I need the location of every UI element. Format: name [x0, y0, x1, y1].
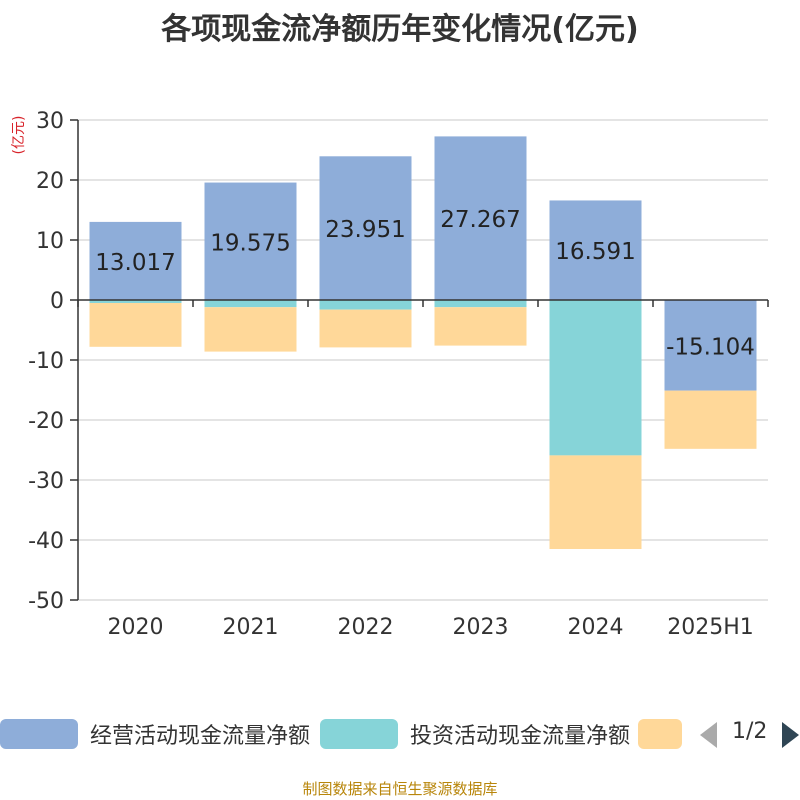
y-tick-label: -10 [28, 349, 64, 374]
legend-label-operating: 经营活动现金流量净额 [90, 724, 311, 749]
bar-1-2022 [319, 300, 412, 310]
legend-swatch-operating [0, 719, 78, 749]
bar-2-2020 [89, 303, 182, 347]
legend-item-investing[interactable]: 投资活动现金流量净额 [320, 716, 630, 752]
bar-1-2021 [204, 300, 297, 308]
bar-2-2024 [549, 455, 642, 549]
chart-plot: 30 20 10 0 -10 -20 -30 -40 -50 13.017 2020 19.575 20… [28, 109, 769, 640]
bar-2-2025H1 [664, 390, 757, 449]
bar-1-2023 [434, 300, 527, 308]
x-tick-label: 2025H1 [667, 615, 754, 640]
legend-pager: 1/2 [700, 716, 800, 752]
bar-0-2025H1 [664, 300, 757, 391]
bar-1-2020 [89, 300, 182, 303]
chart-title: 各项现金流净额历年变化情况(亿元) [161, 12, 639, 47]
data-label: 13.017 [95, 250, 175, 276]
data-label: 23.951 [325, 217, 405, 243]
y-tick-label: -20 [28, 409, 64, 434]
y-tick-label: 30 [36, 109, 64, 134]
legend-swatch-investing [320, 719, 398, 749]
pager-prev-icon[interactable] [700, 722, 717, 748]
y-tick-label: 20 [36, 169, 64, 194]
x-tick-label: 2022 [338, 615, 394, 640]
bar-1-2024 [549, 300, 642, 456]
x-tick-label: 2020 [108, 615, 164, 640]
bar-2-2023 [434, 307, 527, 346]
bar-0-2020 [89, 221, 182, 300]
bar-2-2021 [204, 307, 297, 352]
pager-page-text: 1/2 [732, 719, 768, 744]
x-tick-label: 2021 [223, 615, 279, 640]
x-tick-label: 2024 [568, 615, 624, 640]
legend-label-investing: 投资活动现金流量净额 [410, 724, 631, 749]
legend-item-operating[interactable]: 经营活动现金流量净额 [0, 716, 310, 752]
bar-2-2022 [319, 309, 412, 348]
bar-0-2021 [204, 182, 297, 300]
legend: 经营活动现金流量净额 投资活动现金流量净额 [0, 716, 800, 752]
y-tick-label: 0 [50, 289, 64, 314]
pager-next-icon[interactable] [782, 722, 799, 748]
y-tick-label: -40 [28, 529, 64, 554]
x-tick-label: 2023 [453, 615, 509, 640]
bar-0-2023 [434, 136, 527, 300]
data-label: 27.267 [440, 207, 520, 233]
y-tick-label: -30 [28, 469, 64, 494]
legend-swatch-financing [638, 719, 682, 749]
data-source-note: 制图数据来自恒生聚源数据库 [302, 780, 498, 798]
data-label: -15.104 [666, 334, 755, 360]
y-tick-label: -50 [28, 589, 64, 614]
data-label: 16.591 [555, 239, 635, 265]
bar-0-2024 [549, 200, 642, 300]
data-label: 19.575 [210, 230, 290, 256]
y-tick-label: 10 [36, 229, 64, 254]
legend-item-financing[interactable] [638, 716, 682, 752]
bar-0-2022 [319, 156, 412, 300]
